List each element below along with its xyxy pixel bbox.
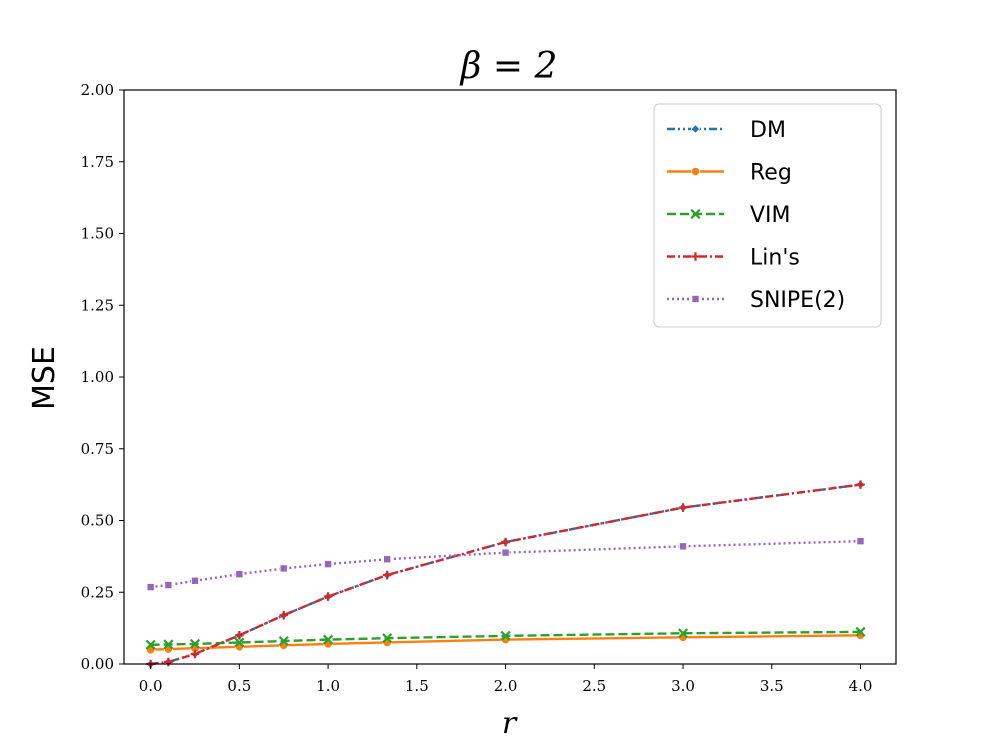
data-point-snipe-2 (279, 564, 288, 573)
legend: DM Reg VIM Lin's SNIPE(2) (653, 103, 882, 328)
x-tick-label: 3.0 (671, 677, 695, 695)
data-point-snipe-2 (679, 542, 688, 551)
data-point-snipe-2 (501, 548, 510, 557)
series-line-lin-s (150, 483, 861, 666)
data-point-lin-s (678, 503, 688, 512)
x-tick-label: 3.5 (760, 677, 784, 695)
x-tick-label: 4.0 (849, 677, 873, 695)
data-point-lin-s (164, 657, 173, 667)
data-point-lin-s (323, 592, 333, 601)
data-point-snipe-2 (146, 583, 155, 592)
series-vim (145, 626, 866, 650)
data-point-vim (189, 638, 201, 649)
data-point-lin-s (382, 570, 392, 580)
y-tick-label: 0.75 (81, 440, 114, 458)
y-tick-label: 1.50 (81, 225, 114, 243)
x-tick-label: 2.0 (494, 677, 518, 695)
legend-marker-snipe-2 (691, 294, 700, 303)
data-point-snipe-2 (164, 581, 173, 590)
data-point-lin-s (501, 537, 510, 547)
legend-marker-lin-s (691, 252, 700, 261)
data-point-snipe-2 (235, 570, 244, 579)
legend-box (653, 103, 882, 328)
data-point-vim (145, 639, 156, 650)
x-tick-label: 1.5 (405, 677, 429, 695)
data-point-vim (855, 626, 866, 637)
data-point-vim (163, 639, 174, 650)
y-tick-label: 1.25 (81, 296, 114, 314)
legend-label-dm: DM (750, 118, 786, 143)
plot-marks (145, 479, 866, 669)
data-point-lin-s (235, 631, 244, 640)
x-axis-label: r (502, 706, 518, 741)
x-tick-label: 2.5 (582, 677, 606, 695)
legend-label-lin-s: Lin's (750, 246, 800, 271)
data-point-lin-s (190, 649, 200, 659)
legend-marker-vim (690, 208, 701, 220)
data-point-snipe-2 (324, 560, 333, 569)
legend-label-vim: VIM (750, 203, 791, 228)
legend-marker-dm (690, 124, 701, 134)
y-axis-label: MSE (27, 346, 62, 410)
data-point-vim (382, 633, 393, 644)
data-point-snipe-2 (856, 537, 865, 546)
y-tick-label: 1.75 (81, 153, 114, 171)
chart-title: β = 2 (459, 46, 558, 87)
y-axis-ticks: 0.00 0.25 0.50 0.75 1.00 1.25 1.50 1.75 2.00 (81, 81, 124, 673)
legend-marker-reg (690, 166, 701, 177)
y-tick-label: 0.50 (81, 512, 114, 530)
legend-label-snipe-2: SNIPE(2) (750, 288, 845, 313)
legend-label-reg: Reg (750, 161, 792, 186)
data-point-vim (234, 637, 245, 648)
data-point-vim (500, 630, 511, 641)
x-axis-ticks: 0.0 0.5 1.0 1.5 2.0 2.5 3.0 3.5 4.0 (139, 664, 873, 695)
x-tick-label: 1.0 (316, 677, 340, 695)
y-tick-label: 2.00 (81, 81, 114, 99)
data-point-lin-s (279, 610, 289, 620)
data-point-snipe-2 (190, 576, 199, 585)
data-point-vim (677, 628, 689, 639)
y-tick-label: 0.00 (81, 655, 114, 673)
x-tick-label: 0.5 (227, 677, 251, 695)
series-lin-s (146, 480, 865, 669)
x-tick-label: 0.0 (139, 677, 163, 695)
series-line-vim (150, 630, 861, 646)
data-point-vim (278, 635, 289, 647)
series-snipe-2 (146, 537, 865, 592)
data-point-vim (323, 634, 334, 645)
data-point-lin-s (856, 480, 865, 489)
y-tick-label: 0.25 (81, 583, 114, 601)
series-line-reg (150, 634, 861, 651)
data-point-snipe-2 (383, 555, 392, 564)
series-line-snipe-2 (150, 539, 861, 589)
y-tick-label: 1.00 (81, 368, 114, 386)
